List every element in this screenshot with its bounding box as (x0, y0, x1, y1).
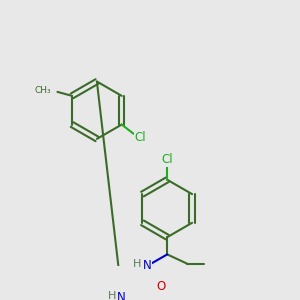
Text: N: N (117, 291, 126, 300)
Text: O: O (157, 280, 166, 293)
Text: H: H (108, 291, 116, 300)
Text: Cl: Cl (161, 153, 173, 167)
Text: CH₃: CH₃ (35, 86, 52, 95)
Text: H: H (133, 259, 142, 269)
Text: Cl: Cl (134, 131, 146, 144)
Text: N: N (143, 259, 152, 272)
